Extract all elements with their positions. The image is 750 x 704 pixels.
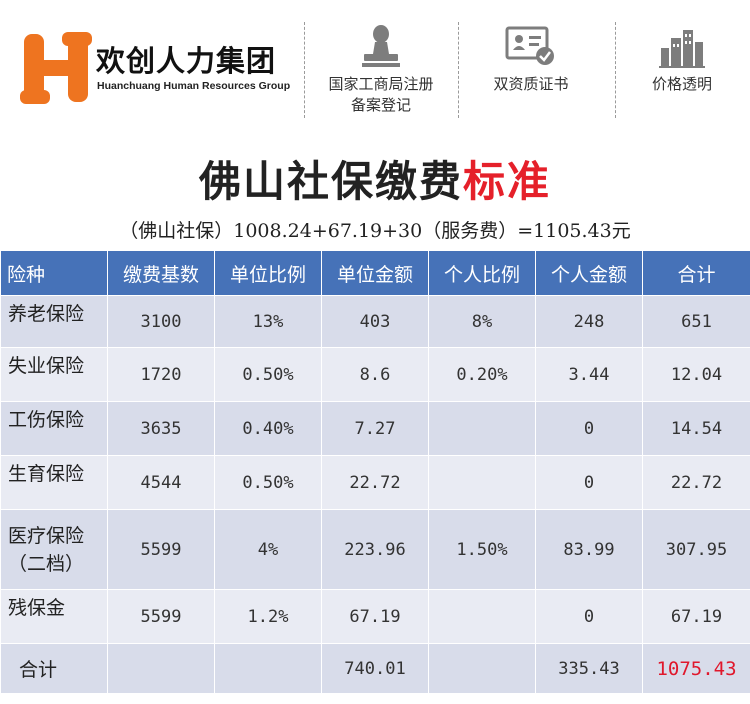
total-cell: 307.95 [642,509,750,590]
row-label: 失业保险 [0,347,108,402]
total-cell: 651 [642,295,750,348]
title-part2: 标准 [463,157,552,206]
row-label: 工伤保险 [0,401,108,456]
personal-amount-cell: 83.99 [535,509,643,590]
feature-transparency: 价格透明 [622,22,742,95]
base-cell: 3100 [107,295,215,348]
base-cell: 5599 [107,509,215,590]
personal-amount-cell: 0 [535,401,643,456]
total-cell: 67.19 [642,589,750,644]
fee-formula: （佛山社保）1008.24+67.19+30（服务费）=1105.43元 [119,220,631,242]
unit-rate-cell: 4% [214,509,322,590]
unit-amount-cell: 7.27 [321,401,429,456]
unit-amount-cell: 403 [321,295,429,348]
row-label: 残保金 [0,589,108,644]
row-label: 医疗保险 （二档） [0,509,108,590]
unit-rate-cell: 0.50% [214,455,322,510]
base-cell: 5599 [107,589,215,644]
personal-rate-cell: 0.20% [428,347,536,402]
column-header: 个人金额 [535,250,643,296]
stamp-icon [362,25,400,67]
base-cell: 4544 [107,455,215,510]
total-cell: 22.72 [642,455,750,510]
table-row: 生育保险 4544 0.50% 22.72 0 22.72 [0,455,750,510]
personal-rate-cell [428,643,536,694]
unit-rate-cell: 0.50% [214,347,322,402]
unit-rate-cell: 0.40% [214,401,322,456]
building-chart-icon [659,30,705,68]
total-cell: 14.54 [642,401,750,456]
row-label: 生育保险 [0,455,108,510]
table-footer-row: 合计 740.01 335.43 1075.43 [0,643,750,694]
unit-amount-total: 740.01 [321,643,429,694]
personal-amount-cell: 3.44 [535,347,643,402]
base-cell: 3635 [107,401,215,456]
company-logo-icon [20,32,92,104]
feature-label: 双资质证书 [493,75,569,93]
header: 欢创人力集团 Huanchuang Human Resources Group … [0,0,750,130]
table-row: 残保金 5599 1.2% 67.19 0 67.19 [0,589,750,644]
personal-rate-cell: 1.50% [428,509,536,590]
personal-amount-cell: 0 [535,455,643,510]
brand-name-en: Huanchuang Human Resources Group [97,80,291,92]
page-title: 佛山社保缴费标准 [0,148,750,209]
table-row: 失业保险 1720 0.50% 8.6 0.20% 3.44 12.04 [0,347,750,402]
personal-rate-cell: 8% [428,295,536,348]
table-row: 养老保险 3100 13% 403 8% 248 651 [0,295,750,348]
row-label: 养老保险 [0,295,108,348]
divider [615,22,616,118]
unit-amount-cell: 67.19 [321,589,429,644]
divider [304,22,305,118]
grand-total: 1075.43 [642,643,750,694]
footer-label: 合计 [0,643,108,694]
feature-label: 价格透明 [651,75,712,93]
table-row: 医疗保险 （二档） 5599 4% 223.96 1.50% 83.99 307.… [0,509,750,590]
unit-amount-cell: 22.72 [321,455,429,510]
column-header: 险种 [0,250,108,296]
column-header: 单位比例 [214,250,322,296]
feature-certificate: 双资质证书 [466,22,596,95]
total-cell: 12.04 [642,347,750,402]
personal-amount-cell: 248 [535,295,643,348]
unit-amount-cell: 223.96 [321,509,429,590]
table-row: 工伤保险 3635 0.40% 7.27 0 14.54 [0,401,750,456]
column-header: 缴费基数 [107,250,215,296]
personal-amount-total: 335.43 [535,643,643,694]
divider [458,22,459,118]
feature-registration: 国家工商局注册 备案登记 [312,22,450,116]
unit-rate-cell: 13% [214,295,322,348]
column-header: 个人比例 [428,250,536,296]
insurance-table: 险种 缴费基数 单位比例 单位金额 个人比例 个人金额 合计 养老保险 3100… [0,250,750,694]
personal-amount-cell: 0 [535,589,643,644]
unit-rate-cell: 1.2% [214,589,322,644]
feature-label: 国家工商局注册 [328,75,434,93]
title-part1: 佛山社保缴费 [198,157,463,206]
unit-rate-cell [214,643,322,694]
unit-amount-cell: 8.6 [321,347,429,402]
table-header-row: 险种 缴费基数 单位比例 单位金额 个人比例 个人金额 合计 [0,250,750,296]
base-cell: 1720 [107,347,215,402]
column-header: 单位金额 [321,250,429,296]
feature-label: 备案登记 [350,96,411,114]
certificate-icon [505,26,554,65]
personal-rate-cell [428,589,536,644]
brand-name-cn: 欢创人力集团 [96,44,277,78]
personal-rate-cell [428,455,536,510]
personal-rate-cell [428,401,536,456]
column-header: 合计 [642,250,750,296]
base-cell [107,643,215,694]
